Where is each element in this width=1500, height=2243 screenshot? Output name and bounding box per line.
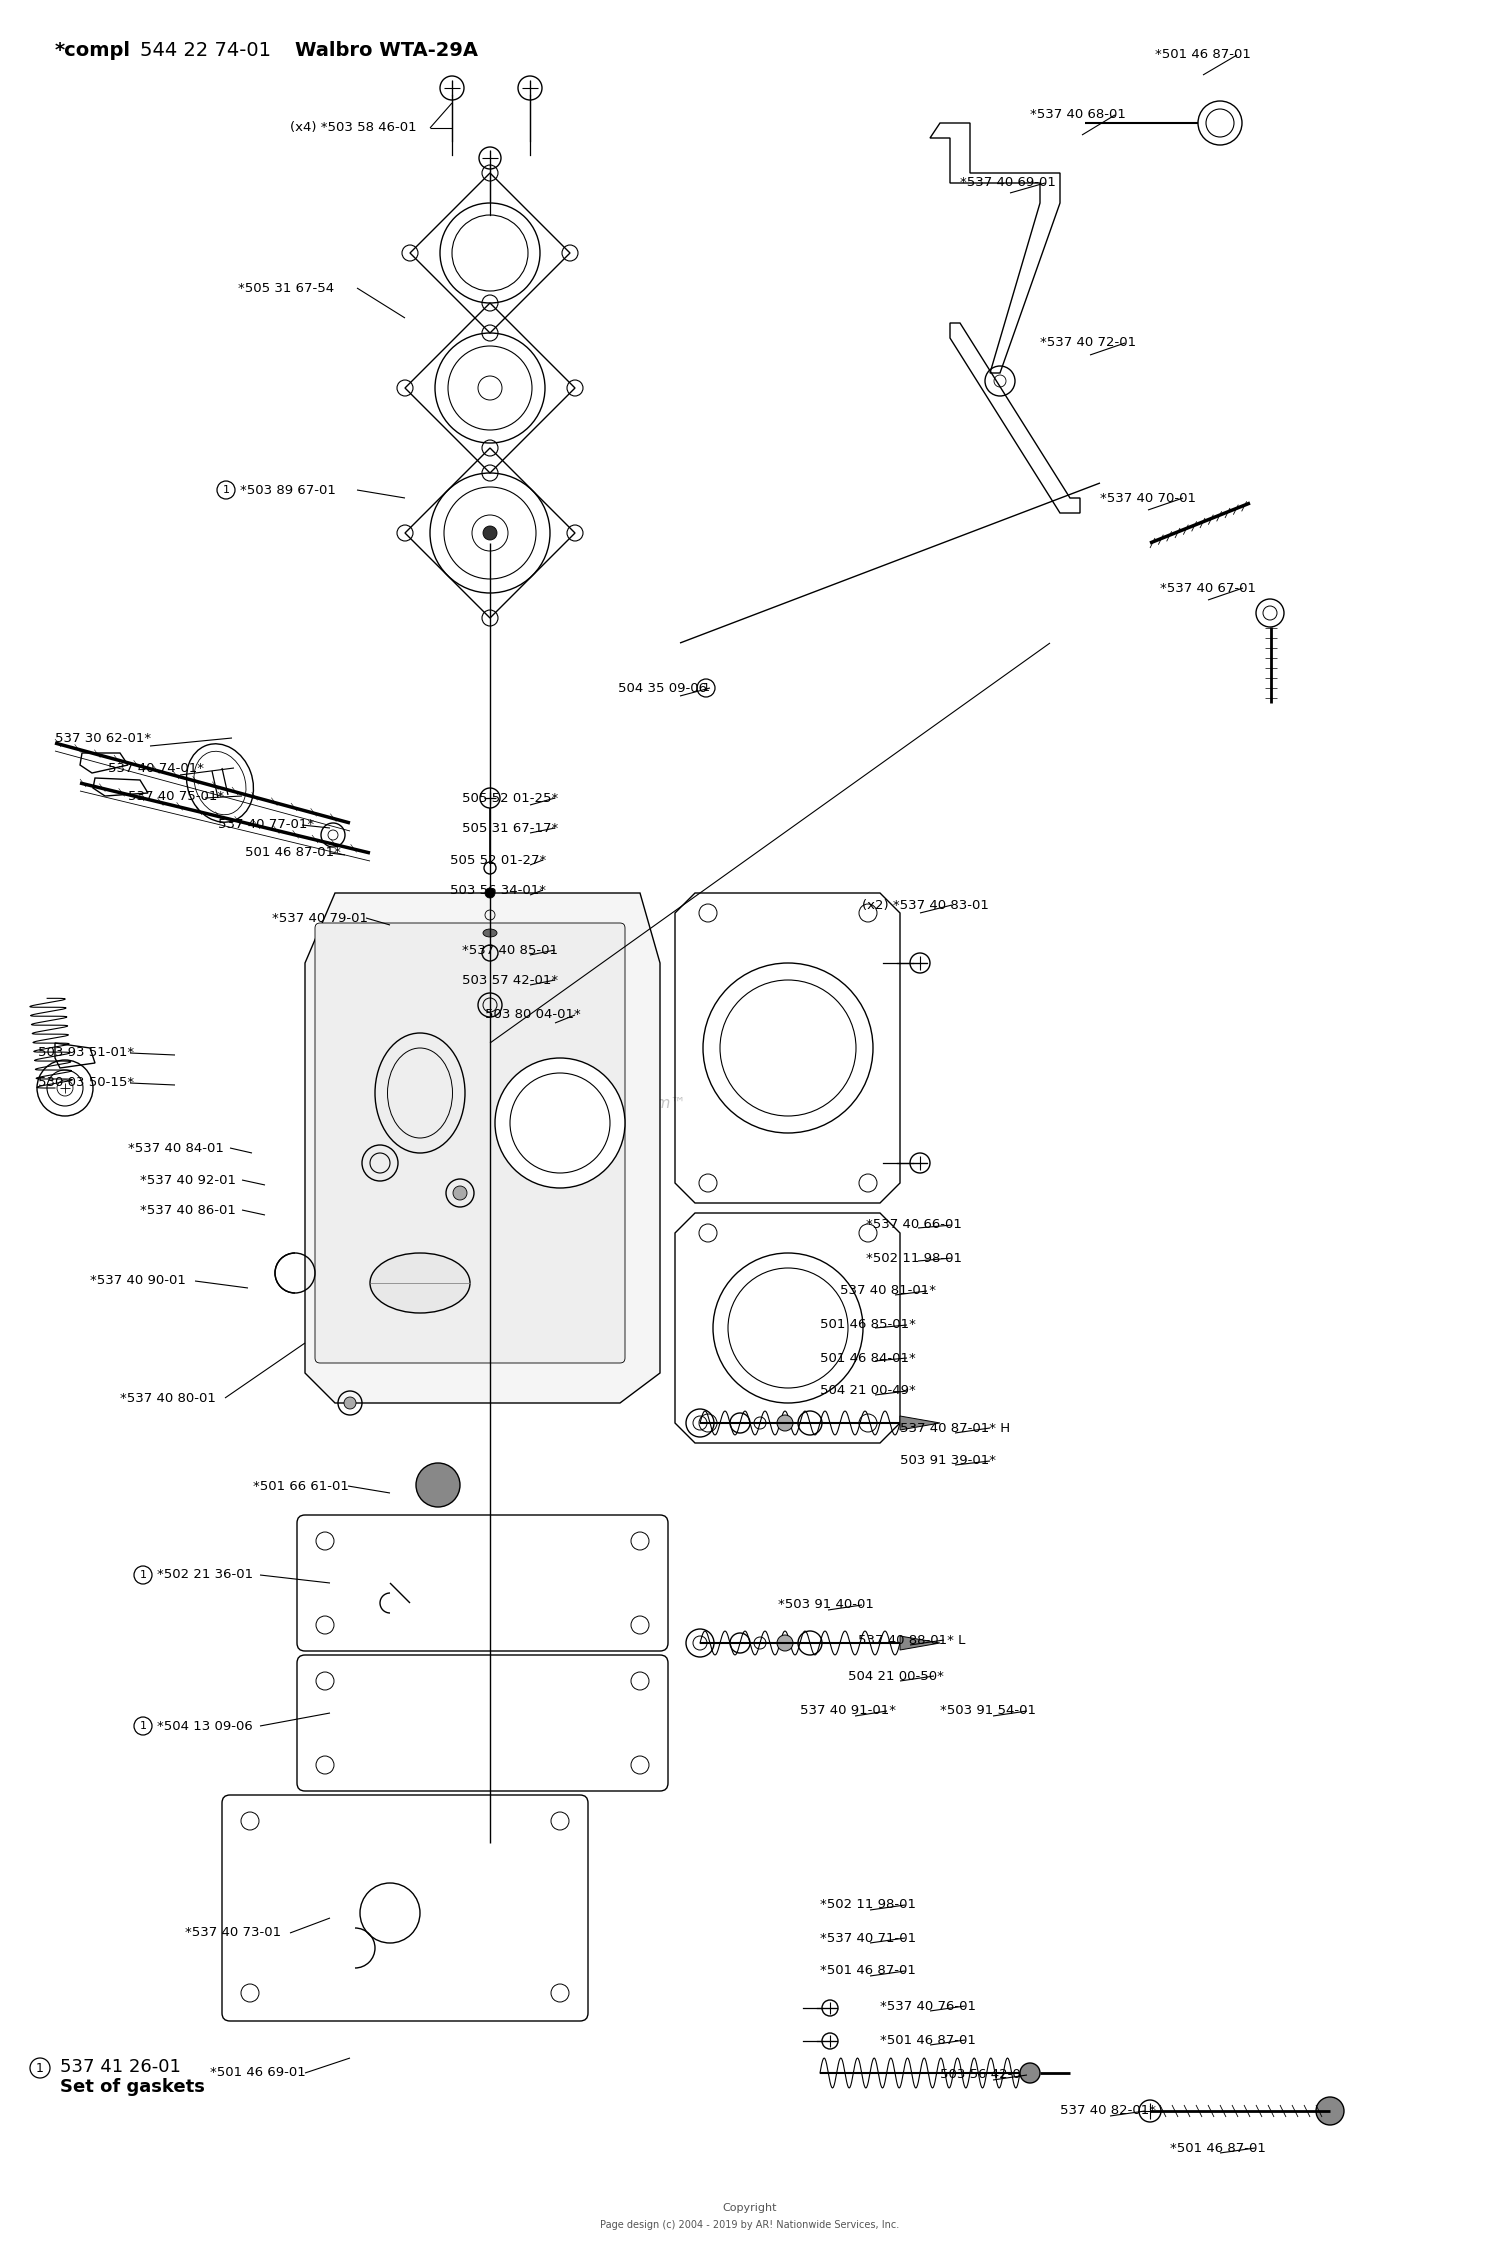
Text: 504 21 00-49*: 504 21 00-49* xyxy=(821,1384,915,1397)
Text: 504 21 00-50*: 504 21 00-50* xyxy=(847,1669,944,1682)
Ellipse shape xyxy=(483,929,496,938)
Circle shape xyxy=(416,1462,460,1507)
Text: 537 40 75-01*: 537 40 75-01* xyxy=(128,790,224,803)
Text: *501 46 87-01: *501 46 87-01 xyxy=(1170,2142,1266,2156)
Text: *537 40 66-01: *537 40 66-01 xyxy=(865,1218,962,1231)
Text: 505 31 67-17*: 505 31 67-17* xyxy=(462,821,558,834)
Circle shape xyxy=(484,888,495,897)
Text: 503 56 34-01*: 503 56 34-01* xyxy=(450,884,546,897)
Text: 537 40 91-01*: 537 40 91-01* xyxy=(800,1705,895,1718)
Text: *503 91 40-01: *503 91 40-01 xyxy=(778,1599,874,1610)
Circle shape xyxy=(453,1187,466,1200)
Text: 501 46 87-01*: 501 46 87-01* xyxy=(244,846,340,859)
Circle shape xyxy=(344,1397,355,1409)
Text: AR! PartStream™: AR! PartStream™ xyxy=(554,1095,687,1110)
Polygon shape xyxy=(900,1415,940,1431)
Text: 537 40 74-01*: 537 40 74-01* xyxy=(108,763,204,774)
Text: 537 40 81-01*: 537 40 81-01* xyxy=(840,1285,936,1296)
Circle shape xyxy=(483,527,496,541)
Circle shape xyxy=(777,1415,794,1431)
Text: 501 46 84-01*: 501 46 84-01* xyxy=(821,1353,915,1364)
Text: *501 46 69-01: *501 46 69-01 xyxy=(210,2066,306,2079)
Text: 537 41 26-01: 537 41 26-01 xyxy=(60,2059,182,2077)
Text: *502 11 98-01: *502 11 98-01 xyxy=(821,1898,916,1911)
Text: *505 31 67-54: *505 31 67-54 xyxy=(238,283,334,294)
Text: *537 40 90-01: *537 40 90-01 xyxy=(90,1274,186,1287)
Text: *537 40 79-01: *537 40 79-01 xyxy=(272,911,368,924)
Text: 537 40 88-01* L: 537 40 88-01* L xyxy=(858,1633,966,1646)
Text: *502 21 36-01: *502 21 36-01 xyxy=(158,1568,254,1581)
FancyBboxPatch shape xyxy=(315,924,626,1364)
Text: 503 57 42-01*: 503 57 42-01* xyxy=(462,973,558,987)
Text: *537 40 70-01: *537 40 70-01 xyxy=(1100,491,1196,505)
Text: *537 40 85-01: *537 40 85-01 xyxy=(462,944,558,956)
Text: *537 40 69-01: *537 40 69-01 xyxy=(960,177,1056,188)
Text: *502 11 98-01: *502 11 98-01 xyxy=(865,1252,962,1265)
Text: 503 91 39-01*: 503 91 39-01* xyxy=(900,1453,996,1467)
Text: *537 40 73-01: *537 40 73-01 xyxy=(184,1927,280,1940)
Text: *537 40 80-01: *537 40 80-01 xyxy=(120,1391,216,1404)
Text: Copyright: Copyright xyxy=(723,2203,777,2214)
Circle shape xyxy=(777,1635,794,1651)
Text: 1: 1 xyxy=(140,1570,147,1579)
Text: 504 35 09-06: 504 35 09-06 xyxy=(618,682,706,695)
Text: (x2) *537 40 83-01: (x2) *537 40 83-01 xyxy=(862,899,988,911)
Text: 503 93 51-01*: 503 93 51-01* xyxy=(38,1047,134,1059)
Text: *537 40 72-01: *537 40 72-01 xyxy=(1040,336,1136,350)
Text: 503 56 42-01*: 503 56 42-01* xyxy=(940,2068,1036,2082)
Text: 1: 1 xyxy=(36,2061,44,2075)
Text: *537 40 92-01: *537 40 92-01 xyxy=(140,1173,236,1187)
Text: *537 40 71-01: *537 40 71-01 xyxy=(821,1931,916,1945)
Circle shape xyxy=(1020,2064,1040,2084)
Polygon shape xyxy=(900,1635,940,1651)
Text: 537 40 82-01*: 537 40 82-01* xyxy=(1060,2104,1156,2117)
Text: *501 46 87-01: *501 46 87-01 xyxy=(1155,49,1251,61)
Text: Set of gaskets: Set of gaskets xyxy=(60,2077,206,2095)
Text: 501 46 85-01*: 501 46 85-01* xyxy=(821,1319,916,1332)
Text: 537 40 77-01*: 537 40 77-01* xyxy=(217,819,314,832)
Text: 1: 1 xyxy=(140,1720,147,1732)
Text: 537 40 87-01* H: 537 40 87-01* H xyxy=(900,1422,1010,1436)
FancyBboxPatch shape xyxy=(482,962,498,985)
Text: *compl: *compl xyxy=(56,40,130,61)
Text: *503 89 67-01: *503 89 67-01 xyxy=(240,484,336,496)
Text: (x4) *503 58 46-01: (x4) *503 58 46-01 xyxy=(290,121,417,135)
Text: 505 52 01-27*: 505 52 01-27* xyxy=(450,855,546,866)
Text: 1: 1 xyxy=(222,484,230,496)
Text: *504 13 09-06: *504 13 09-06 xyxy=(158,1720,252,1732)
Text: *501 46 87-01: *501 46 87-01 xyxy=(821,1965,916,1978)
Text: 1: 1 xyxy=(702,684,709,693)
Text: 544 22 74-01: 544 22 74-01 xyxy=(140,40,272,61)
Text: 537 30 62-01*: 537 30 62-01* xyxy=(56,731,152,745)
Text: *503 91 54-01: *503 91 54-01 xyxy=(940,1705,1036,1718)
Text: *501 66 61-01: *501 66 61-01 xyxy=(254,1480,350,1492)
Text: *501 46 87-01: *501 46 87-01 xyxy=(880,2034,977,2046)
Text: 505 52 01-25*: 505 52 01-25* xyxy=(462,792,558,805)
Text: 503 80 04-01*: 503 80 04-01* xyxy=(484,1009,580,1021)
Text: 530 03 50-15*: 530 03 50-15* xyxy=(38,1077,134,1090)
Text: *537 40 68-01: *537 40 68-01 xyxy=(1030,108,1126,121)
Ellipse shape xyxy=(370,1254,470,1312)
Text: Walbro WTA-29A: Walbro WTA-29A xyxy=(296,40,478,61)
Text: *537 40 84-01: *537 40 84-01 xyxy=(128,1142,224,1155)
Polygon shape xyxy=(304,893,660,1404)
Circle shape xyxy=(495,1059,626,1189)
Text: Page design (c) 2004 - 2019 by AR! Nationwide Services, Inc.: Page design (c) 2004 - 2019 by AR! Natio… xyxy=(600,2221,900,2230)
Text: *537 40 67-01: *537 40 67-01 xyxy=(1160,581,1256,594)
Circle shape xyxy=(1316,2097,1344,2124)
Text: *537 40 76-01: *537 40 76-01 xyxy=(880,1999,977,2012)
Text: *537 40 86-01: *537 40 86-01 xyxy=(140,1204,236,1216)
